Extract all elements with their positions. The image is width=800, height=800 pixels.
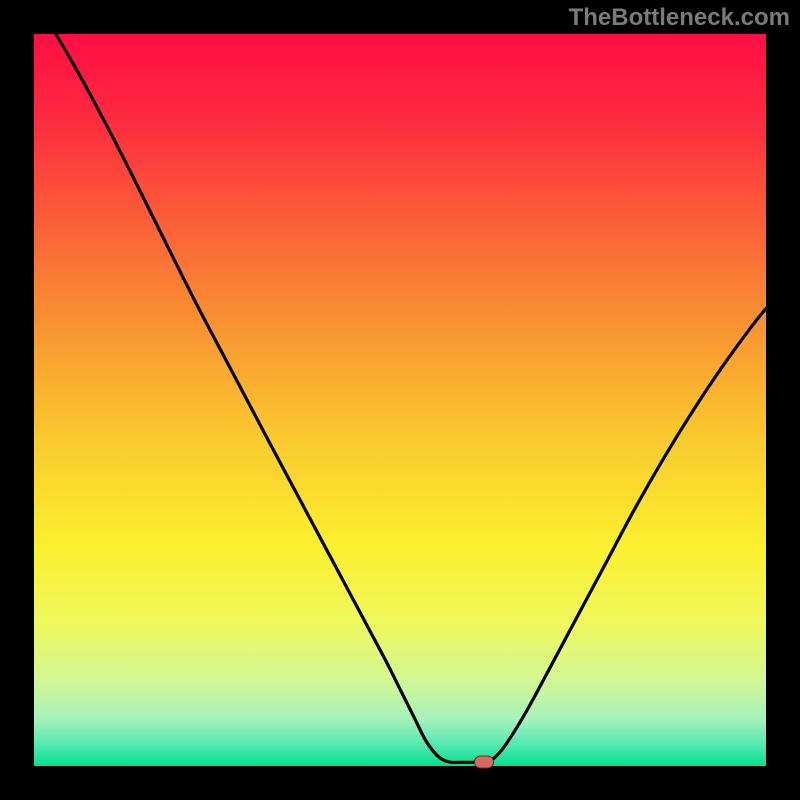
optimum-marker xyxy=(474,756,494,769)
bottleneck-curve xyxy=(56,34,766,763)
chart-stage: TheBottleneck.com xyxy=(0,0,800,800)
plot-area xyxy=(34,34,766,766)
curve-layer xyxy=(34,34,766,766)
watermark-text: TheBottleneck.com xyxy=(569,4,790,32)
